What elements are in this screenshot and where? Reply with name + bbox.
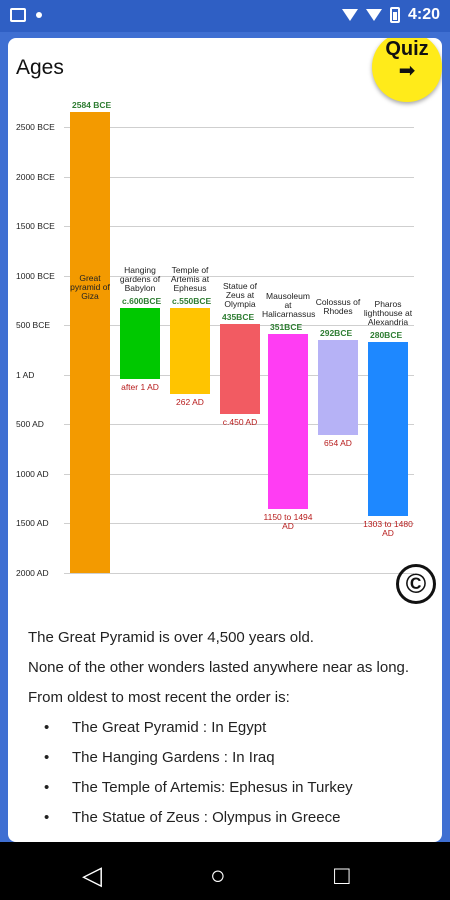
- list-item: • The Statue of Zeus : Olympus in Greece: [44, 809, 341, 826]
- bar-top-label: 2584 BCE: [72, 100, 112, 110]
- axis-tick-label: 1000 AD: [16, 468, 49, 479]
- quiz-label: Quiz: [385, 38, 429, 60]
- grid-line: [64, 176, 414, 178]
- grid-line: [64, 424, 414, 425]
- recent-apps-icon[interactable]: □: [334, 860, 350, 890]
- description: The Great Pyramid is over 4,500 years ol…: [28, 628, 428, 838]
- bar-bottom-label: after 1 AD: [121, 382, 159, 392]
- bar-name-label: Temple of Artemis at Ephesus: [170, 265, 210, 293]
- bar-0: [70, 112, 110, 573]
- grid-line: [64, 523, 414, 524]
- bar-name-label: Pharos lighthouse at Alexandria: [363, 299, 413, 327]
- bar-bottom-label: 262 AD: [176, 397, 204, 407]
- paragraph-2: None of the other wonders lasted anywher…: [28, 659, 410, 676]
- bar-bottom-label: 1150 to 1494 AD: [263, 512, 313, 531]
- bar-bottom-label: c.450 AD: [222, 417, 258, 427]
- bar-1: [120, 308, 160, 379]
- paragraph-3: From oldest to most recent the order is:: [28, 689, 290, 706]
- arrow-right-icon: ➡: [398, 60, 416, 82]
- status-bar: 4:20: [0, 0, 450, 32]
- axis-tick-label: 2500 BCE: [16, 122, 55, 132]
- bar-2: [170, 308, 210, 394]
- bar-name-label: Statue of Zeus at Olympia: [222, 281, 258, 309]
- bar-top-label: 292BCE: [320, 328, 353, 338]
- axis-tick-label: 1 AD: [16, 369, 35, 380]
- notification-icon: [10, 8, 26, 22]
- status-icons-left: [10, 8, 42, 22]
- grid-line: [64, 127, 414, 128]
- bar-6: [368, 342, 408, 516]
- grid-line: [64, 226, 414, 227]
- status-time: 4:20: [407, 6, 440, 23]
- bar-bottom-label: 654 AD: [324, 438, 352, 448]
- list-item: • The Great Pyramid : In Egypt: [44, 719, 267, 736]
- wifi-icon: [365, 9, 382, 21]
- bar-name-label: Mausoleum at Halicarnassus: [262, 291, 316, 319]
- axis-tick-label: 1500 AD: [16, 518, 49, 528]
- bar-top-label: 435BCE: [222, 312, 255, 322]
- bar-top-label: c.550BCE: [172, 296, 212, 306]
- list-item: • The Temple of Artemis: Ephesus in Turke…: [44, 779, 353, 796]
- axis-tick-label: 2000 BCE: [16, 171, 55, 182]
- bar-5: [318, 340, 358, 435]
- copyright-icon: ©: [396, 564, 436, 604]
- paragraph-1: The Great Pyramid is over 4,500 years ol…: [28, 629, 314, 646]
- home-icon[interactable]: ○: [210, 860, 226, 890]
- axis-tick-label: 500 AD: [16, 419, 44, 429]
- bar-top-label: c.600BCE: [122, 296, 162, 306]
- back-icon[interactable]: ◁: [82, 860, 102, 890]
- axis-tick-label: 2000 AD: [16, 567, 49, 578]
- quiz-button[interactable]: Quiz ➡: [372, 38, 442, 102]
- bar-name-label: Great pyramid of Giza: [70, 273, 110, 301]
- list-item: • The Hanging Gardens : In Iraq: [44, 749, 275, 766]
- bar-3: [220, 324, 260, 414]
- grid-line: [64, 275, 414, 277]
- bar-top-label: 280BCE: [370, 330, 403, 340]
- bar-name-label: Hanging gardens of Babylon: [119, 265, 161, 293]
- axis-tick-label: 1500 BCE: [16, 221, 55, 231]
- bar-4: [268, 334, 308, 509]
- grid-line: [64, 572, 414, 574]
- dot-icon: [36, 12, 42, 18]
- bar-name-label: Colossus of Rhodes: [315, 297, 361, 316]
- page-title: Ages: [16, 56, 64, 79]
- content-card: Ages Quiz ➡ 2500 BCE 2000 BCE 1500 BCE 1000…: [8, 38, 442, 842]
- status-icons-right: 4:20: [341, 6, 440, 24]
- axis-tick-label: 500 BCE: [16, 320, 51, 330]
- grid-line: [64, 473, 414, 475]
- battery-icon: [389, 7, 400, 23]
- bar-top-label: 351BCE: [270, 322, 303, 332]
- signal-icon: [341, 9, 358, 21]
- bar-bottom-label: 1303 to 1480 AD: [363, 519, 413, 538]
- nav-bar: ◁ ○ □: [0, 842, 450, 900]
- axis-tick-label: 1000 BCE: [16, 270, 55, 281]
